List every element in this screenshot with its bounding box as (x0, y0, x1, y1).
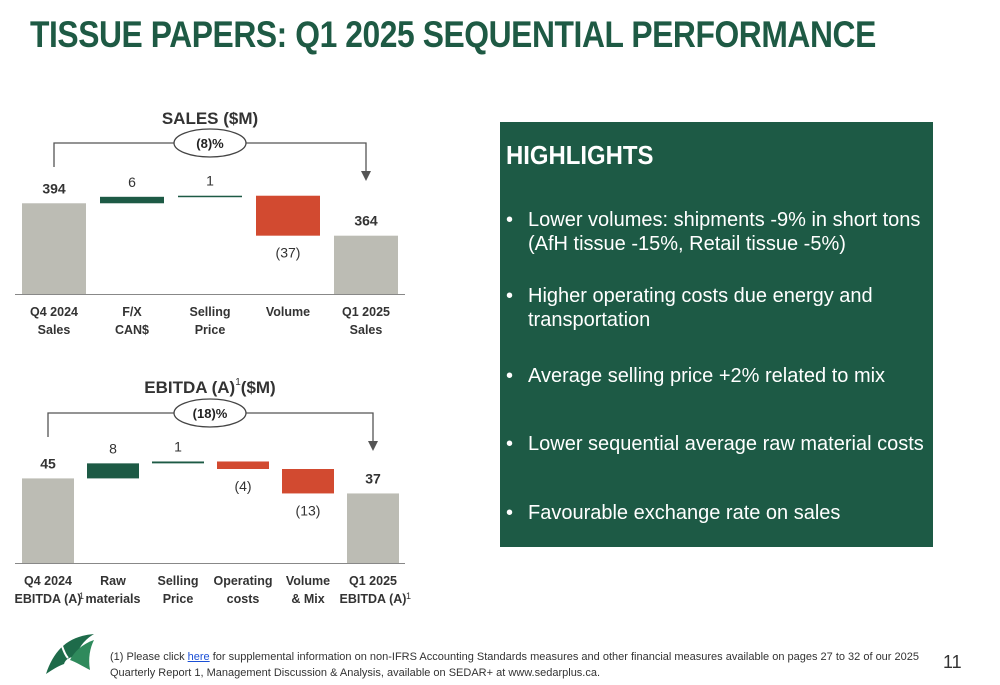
chart-title: SALES ($M) (162, 109, 258, 128)
company-logo-icon (46, 634, 94, 674)
data-label: 394 (42, 180, 66, 196)
change-badge (173, 128, 247, 158)
category-label: Volume (266, 305, 310, 319)
data-label: (37) (276, 245, 301, 261)
waterfall-bar (22, 478, 74, 563)
change-label: (8)% (196, 136, 224, 151)
highlight-item: Average selling price +2% related to mix (506, 364, 926, 388)
chart-title: EBITDA (A)1($M) (144, 377, 275, 397)
footnote-marker: 1 (406, 591, 411, 601)
highlights-title: HIGHLIGHTS (506, 140, 654, 170)
highlight-item: Lower sequential average raw material co… (506, 432, 926, 456)
category-label: Q4 2024 (30, 305, 78, 319)
category-label: Operating (213, 574, 272, 588)
data-label: 37 (365, 470, 381, 486)
category-label: EBITDA (A) (15, 592, 82, 606)
waterfall-bar (87, 463, 139, 479)
page-number: 11 (943, 652, 962, 672)
waterfall-bar (347, 493, 399, 563)
data-label: 1 (174, 438, 182, 454)
category-label: Selling (158, 574, 199, 588)
category-label: Q4 2024 (24, 574, 72, 588)
waterfall-bar (22, 203, 86, 294)
data-label: 45 (40, 455, 56, 471)
waterfall-bar (217, 461, 269, 469)
waterfall-bar (256, 195, 320, 236)
change-badge (173, 398, 247, 428)
waterfall-bar (100, 196, 164, 204)
footnote-marker: 1 (79, 591, 84, 601)
category-label: CAN$ (115, 323, 149, 337)
data-label: 364 (354, 213, 378, 229)
data-label: 6 (128, 174, 136, 190)
data-label: (13) (296, 502, 321, 518)
bracket-arrow-icon (368, 441, 378, 451)
footnote-prefix: (1) Please click (110, 651, 188, 663)
category-label: Price (195, 323, 226, 337)
waterfall-bar (178, 195, 242, 198)
footnote: (1) Please click here for supplemental i… (110, 649, 940, 681)
category-label: materials (86, 592, 141, 606)
data-label: (4) (234, 478, 251, 494)
category-label: Sales (350, 323, 383, 337)
bracket-arrow-icon (361, 171, 371, 181)
highlight-item: Favourable exchange rate on sales (506, 501, 926, 525)
data-label: 8 (109, 440, 117, 456)
category-label: EBITDA (A) (340, 592, 407, 606)
category-label: Sales (38, 323, 71, 337)
category-label: Q1 2025 (349, 574, 397, 588)
highlight-item: Lower volumes: shipments -9% in short to… (506, 208, 926, 256)
footnote-suffix: for supplemental information on non-IFRS… (110, 651, 919, 679)
waterfall-bar (334, 235, 398, 294)
category-label: F/X (122, 305, 142, 319)
data-label: 1 (206, 173, 214, 189)
highlights-panel: HIGHLIGHTS Lower volumes: shipments -9% … (500, 122, 933, 547)
category-label: costs (227, 592, 260, 606)
footnote-link[interactable]: here (187, 651, 210, 663)
category-label: Q1 2025 (342, 305, 390, 319)
category-label: Selling (190, 305, 231, 319)
category-label: Price (163, 592, 194, 606)
page-title: TISSUE PAPERS: Q1 2025 SEQUENTIAL PERFOR… (30, 14, 876, 55)
category-label: & Mix (291, 592, 324, 606)
change-label: (18)% (193, 406, 228, 421)
waterfall-bar (152, 461, 204, 464)
highlight-item: Higher operating costs due energy and tr… (506, 284, 926, 332)
waterfall-bar (282, 469, 334, 494)
category-label: Raw (100, 574, 126, 588)
category-label: Volume (286, 574, 330, 588)
